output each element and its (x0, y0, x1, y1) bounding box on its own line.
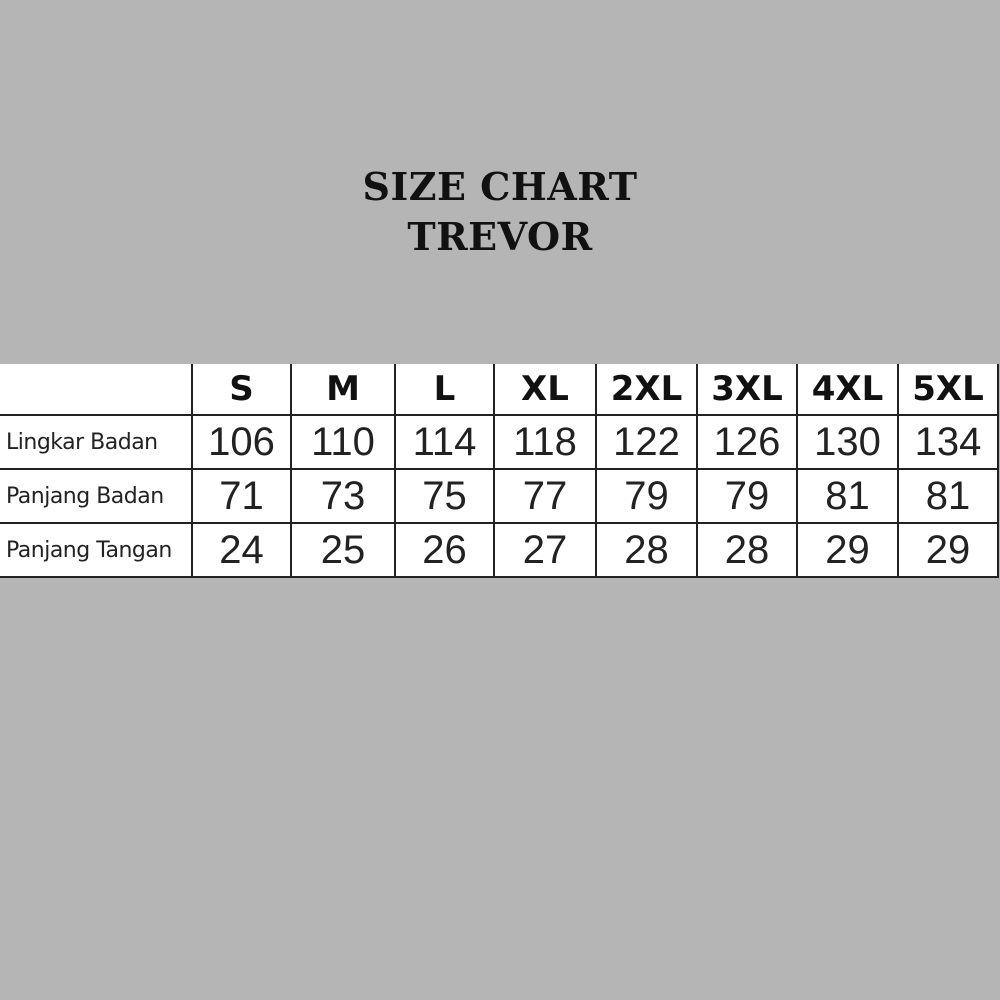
size-chart-table: S M L XL 2XL 3XL 4XL 5XL Lingkar Badan 106 110 114… (0, 364, 999, 578)
title-line-1: SIZE CHART (362, 164, 638, 209)
measurement-cell: 73 (290, 468, 396, 524)
measurement-cell: 77 (493, 468, 597, 524)
table-row: Lingkar Badan 106 110 114 118 122 126 130 134 (0, 414, 999, 470)
size-header: XL (493, 364, 597, 416)
size-header: M (290, 364, 396, 416)
row-label: Lingkar Badan (0, 414, 193, 470)
measurement-cell: 27 (493, 522, 597, 578)
title-line-2: TREVOR (407, 214, 593, 259)
measurement-cell: 126 (696, 414, 798, 470)
measurement-cell: 71 (191, 468, 292, 524)
measurement-cell: 134 (897, 414, 999, 470)
size-header: 4XL (796, 364, 899, 416)
measurement-cell: 25 (290, 522, 396, 578)
measurement-cell: 110 (290, 414, 396, 470)
size-header: 2XL (595, 364, 698, 416)
table-row: Panjang Badan 71 73 75 77 79 79 81 81 (0, 468, 999, 524)
size-header: 5XL (897, 364, 999, 416)
measurement-cell: 28 (696, 522, 798, 578)
measurement-cell: 29 (796, 522, 899, 578)
size-header: S (191, 364, 292, 416)
measurement-cell: 79 (696, 468, 798, 524)
measurement-cell: 29 (897, 522, 999, 578)
measurement-cell: 79 (595, 468, 698, 524)
measurement-cell: 118 (493, 414, 597, 470)
measurement-cell: 114 (394, 414, 495, 470)
measurement-cell: 28 (595, 522, 698, 578)
measurement-cell: 26 (394, 522, 495, 578)
row-label: Panjang Badan (0, 468, 193, 524)
size-header: L (394, 364, 495, 416)
row-label: Panjang Tangan (0, 522, 193, 578)
table-row: Panjang Tangan 24 25 26 27 28 28 29 29 (0, 522, 999, 578)
measurement-cell: 130 (796, 414, 899, 470)
measurement-cell: 81 (796, 468, 899, 524)
size-header: 3XL (696, 364, 798, 416)
measurement-cell: 24 (191, 522, 292, 578)
header-row: S M L XL 2XL 3XL 4XL 5XL (0, 364, 999, 416)
corner-cell (0, 364, 193, 416)
measurement-cell: 75 (394, 468, 495, 524)
measurement-cell: 81 (897, 468, 999, 524)
measurement-cell: 122 (595, 414, 698, 470)
measurement-cell: 106 (191, 414, 292, 470)
